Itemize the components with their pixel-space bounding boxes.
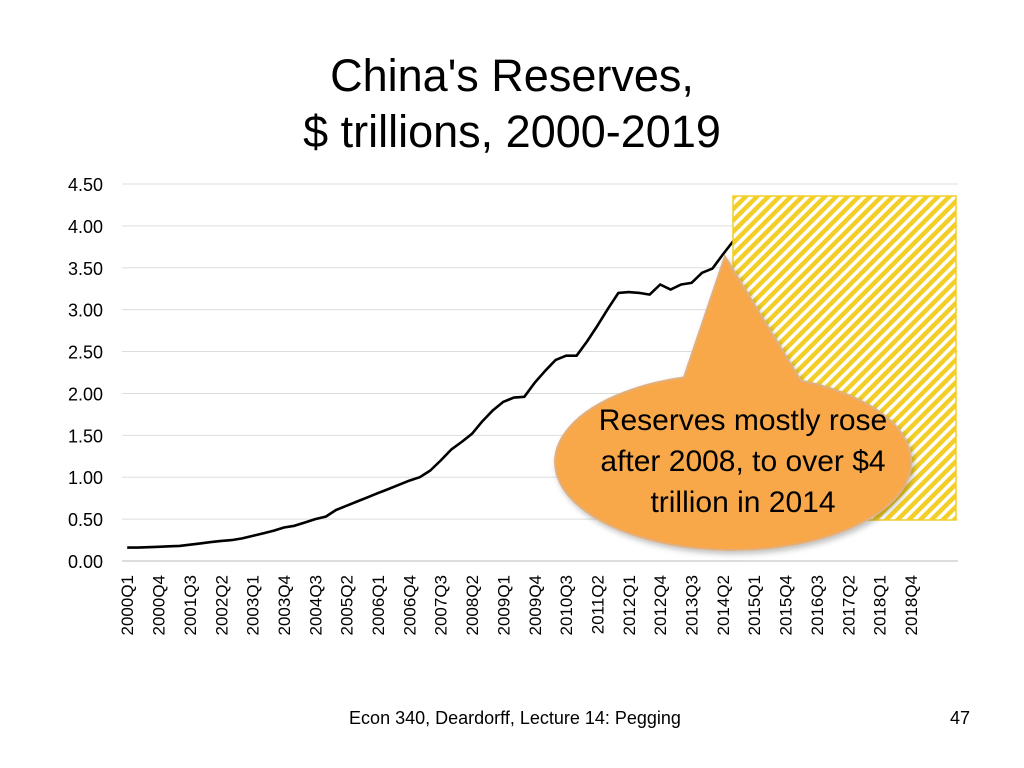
x-tick-label: 2004Q3 [306,575,325,636]
x-tick-label: 2015Q1 [745,575,764,636]
title-line-1: China's Reserves, [330,50,694,101]
x-tick-label: 2000Q4 [150,575,169,636]
callout-text: Reserves mostly rose after 2008, to over… [598,404,888,519]
x-tick-label: 2009Q1 [494,575,513,636]
x-tick-label: 2014Q2 [714,575,733,636]
title-line-2: $ trillions, 2000-2019 [303,106,721,157]
x-tick-label: 2015Q4 [777,575,796,636]
y-tick-label: 4.50 [68,175,103,195]
y-tick-label: 2.50 [68,343,103,363]
x-tick-label: 2018Q4 [902,575,921,636]
x-tick-label: 2008Q2 [463,575,482,636]
y-tick-label: 4.00 [68,217,103,237]
x-tick-label: 2003Q1 [244,575,263,636]
x-tick-label: 2005Q2 [338,575,357,636]
y-tick-label: 1.50 [68,426,103,446]
y-tick-label: 1.00 [68,468,103,488]
chart-title: China's Reserves, $ trillions, 2000-2019 [0,48,1024,160]
x-tick-label: 2012Q4 [651,575,670,636]
x-tick-label: 2012Q1 [620,575,639,636]
y-tick-label: 3.50 [68,259,103,279]
slide-number: 47 [949,708,970,728]
x-tick-label: 2007Q3 [432,575,451,636]
x-tick-label: 2003Q4 [275,575,294,636]
y-axis-labels: 0.00 0.50 1.00 1.50 2.00 2.50 3.00 3.50 4.00 4.50 [68,175,103,572]
y-tick-label: 0.50 [68,510,103,530]
x-tick-label: 2013Q3 [683,575,702,636]
x-tick-label: 2000Q1 [118,575,137,636]
y-tick-label: 0.00 [68,552,103,572]
callout-bubble [554,254,913,551]
gridlines [122,183,958,562]
x-tick-label: 2006Q4 [400,575,419,636]
x-tick-label: 2002Q2 [212,575,231,636]
x-tick-label: 2017Q2 [839,575,858,636]
x-tick-label: 2001Q3 [181,575,200,636]
x-tick-label: 2010Q3 [557,575,576,636]
footer-text: Econ 340, Deardorff, Lecture 14: Pegging [349,708,681,728]
x-axis-labels: 2000Q1 2000Q4 2001Q3 2002Q2 2003Q1 2003Q4 2004… [118,575,921,636]
y-tick-label: 3.00 [68,301,103,321]
x-tick-label: 2011Q2 [588,575,607,634]
x-tick-label: 2016Q3 [808,575,827,636]
reserves-line [127,225,755,549]
x-tick-label: 2009Q4 [526,575,545,636]
y-tick-label: 2.00 [68,384,103,404]
x-tick-label: 2018Q1 [871,575,890,636]
x-tick-label: 2006Q1 [369,575,388,636]
